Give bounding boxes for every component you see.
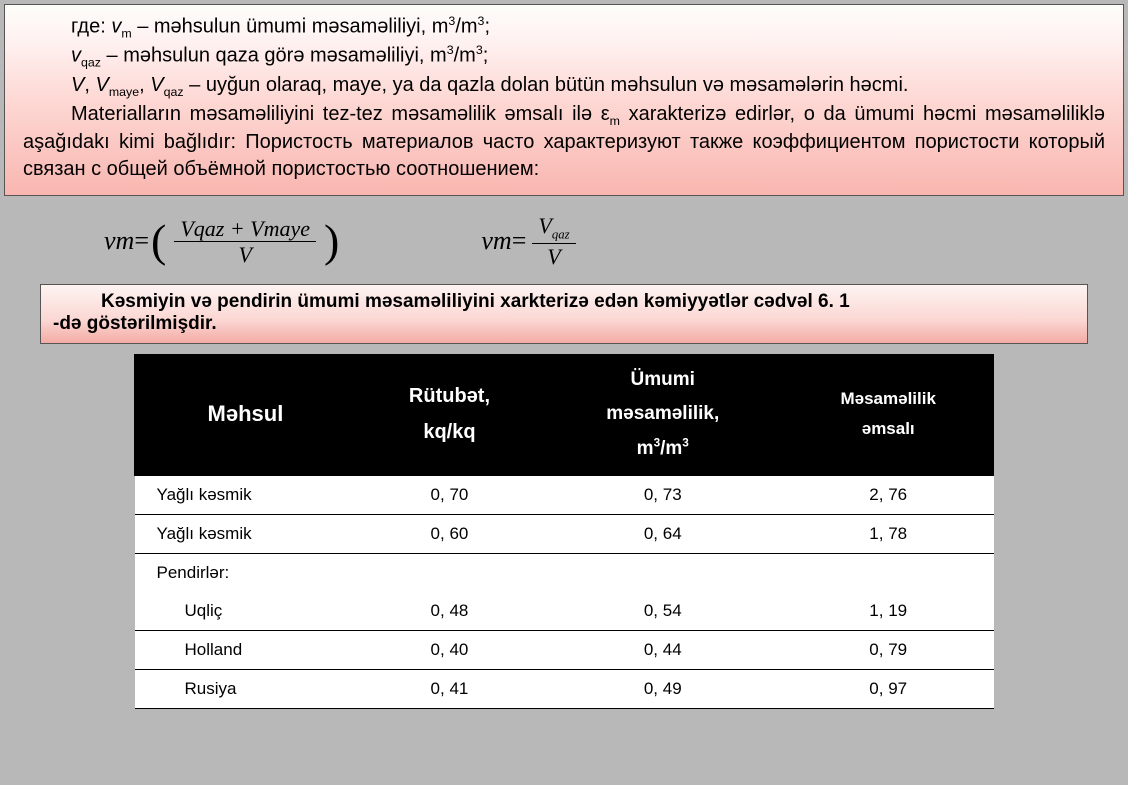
- porosity-table: Məhsul Rütubət, kq/kq Ümumi məsaməlilik,…: [134, 354, 994, 709]
- cell-porosity: 0, 73: [543, 475, 783, 515]
- def-line-3: V, Vmaye, Vqaz – uyğun olaraq, maye, ya …: [23, 72, 1105, 101]
- formula-1: vm = ( Vqaz + VmayeV ): [104, 217, 341, 266]
- cell-coef: 0, 79: [783, 630, 994, 669]
- cell-porosity: 0, 49: [543, 669, 783, 708]
- cell-product: Uqliç: [135, 592, 357, 631]
- table-row: Yağlı kəsmik0, 700, 732, 76: [135, 475, 994, 515]
- table-row: Yağlı kəsmik0, 600, 641, 78: [135, 514, 994, 553]
- cell-humidity: 0, 70: [356, 475, 542, 515]
- th-coef: Məsaməlilik əmsalı: [783, 355, 994, 475]
- cell-product: Pendirlər:: [135, 553, 357, 592]
- cell-humidity: 0, 41: [356, 669, 542, 708]
- formula-row: vm = ( Vqaz + VmayeV ) vm = Vqaz V: [4, 196, 1124, 280]
- cell-coef: 2, 76: [783, 475, 994, 515]
- cell-porosity: 0, 44: [543, 630, 783, 669]
- cell-humidity: 0, 60: [356, 514, 542, 553]
- table-row: Pendirlər:: [135, 553, 994, 592]
- cell-humidity: [356, 553, 542, 592]
- cell-coef: 1, 19: [783, 592, 994, 631]
- cell-humidity: 0, 40: [356, 630, 542, 669]
- th-product: Məhsul: [135, 355, 357, 475]
- cell-product: Holland: [135, 630, 357, 669]
- caption-line-1: Kəsmiyin və pendirin ümumi məsaməliliyin…: [53, 291, 1075, 313]
- formula-2: vm = Vqaz V: [481, 214, 581, 268]
- cell-porosity: [543, 553, 783, 592]
- table-container: Məhsul Rütubət, kq/kq Ümumi məsaməlilik,…: [4, 354, 1124, 709]
- cell-humidity: 0, 48: [356, 592, 542, 631]
- th-porosity: Ümumi məsaməlilik, m3/m3: [543, 355, 783, 475]
- table-row: Holland0, 400, 440, 79: [135, 630, 994, 669]
- cell-coef: 1, 78: [783, 514, 994, 553]
- table-row: Rusiya0, 410, 490, 97: [135, 669, 994, 708]
- th-humidity: Rütubət, kq/kq: [356, 355, 542, 475]
- table-body: Yağlı kəsmik0, 700, 732, 76Yağlı kəsmik0…: [135, 475, 994, 709]
- def-line-1: где: vm – məhsulun ümumi məsaməliliyi, m…: [23, 13, 1105, 42]
- caption-line-2: -də göstərilmişdir.: [53, 313, 1075, 335]
- def-line-2: vqaz – məhsulun qaza görə məsaməliliyi, …: [23, 42, 1105, 71]
- caption-box: Kəsmiyin və pendirin ümumi məsaməliliyin…: [40, 284, 1088, 344]
- cell-porosity: 0, 64: [543, 514, 783, 553]
- def-paragraph-2: Materialların məsaməliliyini tez-tez məs…: [23, 101, 1105, 184]
- cell-coef: [783, 553, 994, 592]
- cell-porosity: 0, 54: [543, 592, 783, 631]
- cell-product: Yağlı kəsmik: [135, 514, 357, 553]
- cell-product: Rusiya: [135, 669, 357, 708]
- table-row: Uqliç0, 480, 541, 19: [135, 592, 994, 631]
- cell-coef: 0, 97: [783, 669, 994, 708]
- cell-product: Yağlı kəsmik: [135, 475, 357, 515]
- table-header: Məhsul Rütubət, kq/kq Ümumi məsaməlilik,…: [135, 355, 994, 475]
- definitions-box: где: vm – məhsulun ümumi məsaməliliyi, m…: [4, 4, 1124, 196]
